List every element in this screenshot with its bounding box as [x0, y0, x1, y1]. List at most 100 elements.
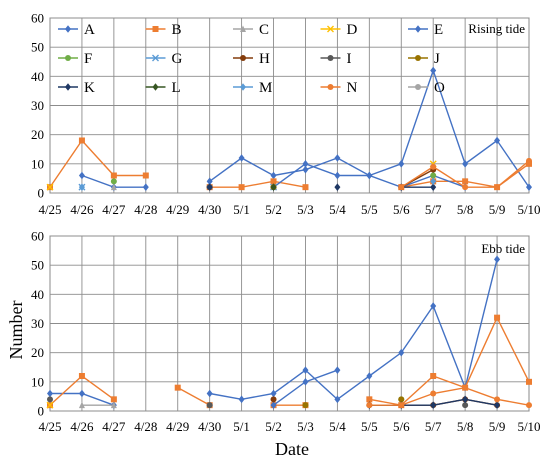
- x-tick-label: 4/29: [166, 202, 189, 217]
- legend-marker: [152, 54, 159, 62]
- series-N-point: [494, 396, 501, 403]
- series-A-point: [47, 389, 53, 398]
- legend-item-G: G: [145, 51, 183, 67]
- x-tick-label: 5/8: [457, 419, 474, 434]
- legend-marker: [65, 25, 71, 33]
- series-C-point: [110, 183, 117, 191]
- series-N: [366, 384, 532, 409]
- y-tick-label: 30: [31, 98, 44, 113]
- series-F-point: [430, 172, 437, 179]
- legend-item-N: N: [320, 80, 358, 96]
- y-tick-label: 40: [31, 287, 44, 302]
- legend-marker: [327, 84, 334, 90]
- series-B-line: [177, 387, 211, 406]
- x-tick-label: 5/8: [457, 202, 474, 217]
- series-B-point: [366, 396, 373, 403]
- series-B-point: [78, 373, 85, 379]
- legend-item-F: F: [58, 51, 92, 67]
- legend-item-B: B: [145, 22, 182, 38]
- series-K-point: [430, 401, 437, 409]
- legend-item-H: H: [233, 51, 270, 67]
- legend-marker: [65, 55, 71, 61]
- series-A-point: [430, 66, 437, 75]
- y-tick-label: 20: [31, 345, 44, 360]
- series-B-point: [142, 172, 149, 179]
- series-C-point: [78, 401, 85, 409]
- series-N-line: [369, 386, 530, 406]
- series-A-point: [78, 171, 85, 180]
- series-I-point: [206, 402, 213, 409]
- legend-label: F: [84, 51, 92, 67]
- y-tick-label: 50: [31, 40, 44, 55]
- series-N-point: [462, 384, 469, 391]
- series-I-point: [462, 402, 469, 409]
- series-N-point: [366, 402, 373, 409]
- x-axis-title: Date: [275, 439, 309, 459]
- series-B-point: [270, 178, 277, 185]
- series-I-point: [47, 396, 53, 403]
- legend-label: J: [434, 51, 440, 67]
- series-A-point: [462, 160, 469, 168]
- legend-label: N: [347, 80, 358, 96]
- x-tick-label: 5/7: [425, 202, 442, 217]
- series-K-point: [494, 401, 501, 409]
- y-tick-label: 0: [38, 404, 45, 419]
- series-A-point: [366, 372, 373, 380]
- series-N: [398, 157, 532, 191]
- series-J-point: [398, 396, 405, 403]
- x-tick-label: 5/6: [393, 202, 410, 217]
- series-N-point: [494, 184, 501, 191]
- series-A: [47, 255, 501, 409]
- legend-item-C: C: [233, 22, 269, 38]
- y-tick-label: 30: [31, 316, 44, 331]
- x-tick-label: 5/3: [297, 419, 314, 434]
- legend-label: I: [347, 51, 352, 67]
- legend: A B C D E F G H I J K L M N O: [58, 22, 445, 96]
- series-I: [47, 396, 469, 409]
- series-B-point: [78, 137, 85, 144]
- series-N-point: [526, 157, 532, 164]
- x-tick-label: 4/30: [198, 419, 221, 434]
- series-J-point: [302, 402, 309, 409]
- series-N-point: [430, 163, 437, 170]
- x-tick-label: 5/4: [329, 419, 346, 434]
- series-D-point: [46, 183, 54, 191]
- legend-label: C: [259, 22, 269, 38]
- series-A-point: [494, 255, 501, 264]
- series-A-point: [238, 154, 245, 162]
- series-E-point: [366, 171, 373, 180]
- legend-label: O: [434, 80, 445, 96]
- x-tick-label: 4/27: [102, 202, 126, 217]
- y-tick-label: 60: [31, 11, 44, 26]
- y-tick-label: 60: [31, 229, 44, 244]
- panel-title: Ebb tide: [481, 241, 525, 256]
- x-tick-label: 5/9: [489, 202, 506, 217]
- series-M: [78, 177, 437, 191]
- series-B-point: [110, 396, 117, 403]
- series-A-point: [142, 183, 149, 191]
- legend-label: M: [259, 80, 272, 96]
- legend-marker: [415, 55, 421, 61]
- legend-label: H: [259, 51, 270, 67]
- series-A-point: [334, 154, 341, 162]
- x-tick-label: 5/1: [233, 202, 250, 217]
- x-tick-label: 4/26: [70, 419, 94, 434]
- legend-item-J: J: [408, 51, 440, 67]
- series-N-point: [430, 390, 437, 397]
- series-N-point: [398, 402, 405, 409]
- series-D: [46, 401, 54, 409]
- series-C-point: [110, 401, 117, 409]
- series-B-point: [110, 172, 117, 179]
- x-tick-label: 4/28: [134, 202, 157, 217]
- series-B-point: [526, 378, 532, 385]
- series-E-point: [302, 378, 309, 386]
- y-axis-title: Number: [6, 301, 26, 360]
- x-tick-label: 4/28: [134, 419, 157, 434]
- legend-label: B: [172, 22, 182, 38]
- legend-marker: [327, 55, 334, 61]
- series-A-point: [430, 302, 437, 310]
- legend-marker: [415, 25, 421, 33]
- legend-label: D: [347, 22, 358, 38]
- y-tick-label: 0: [38, 186, 45, 201]
